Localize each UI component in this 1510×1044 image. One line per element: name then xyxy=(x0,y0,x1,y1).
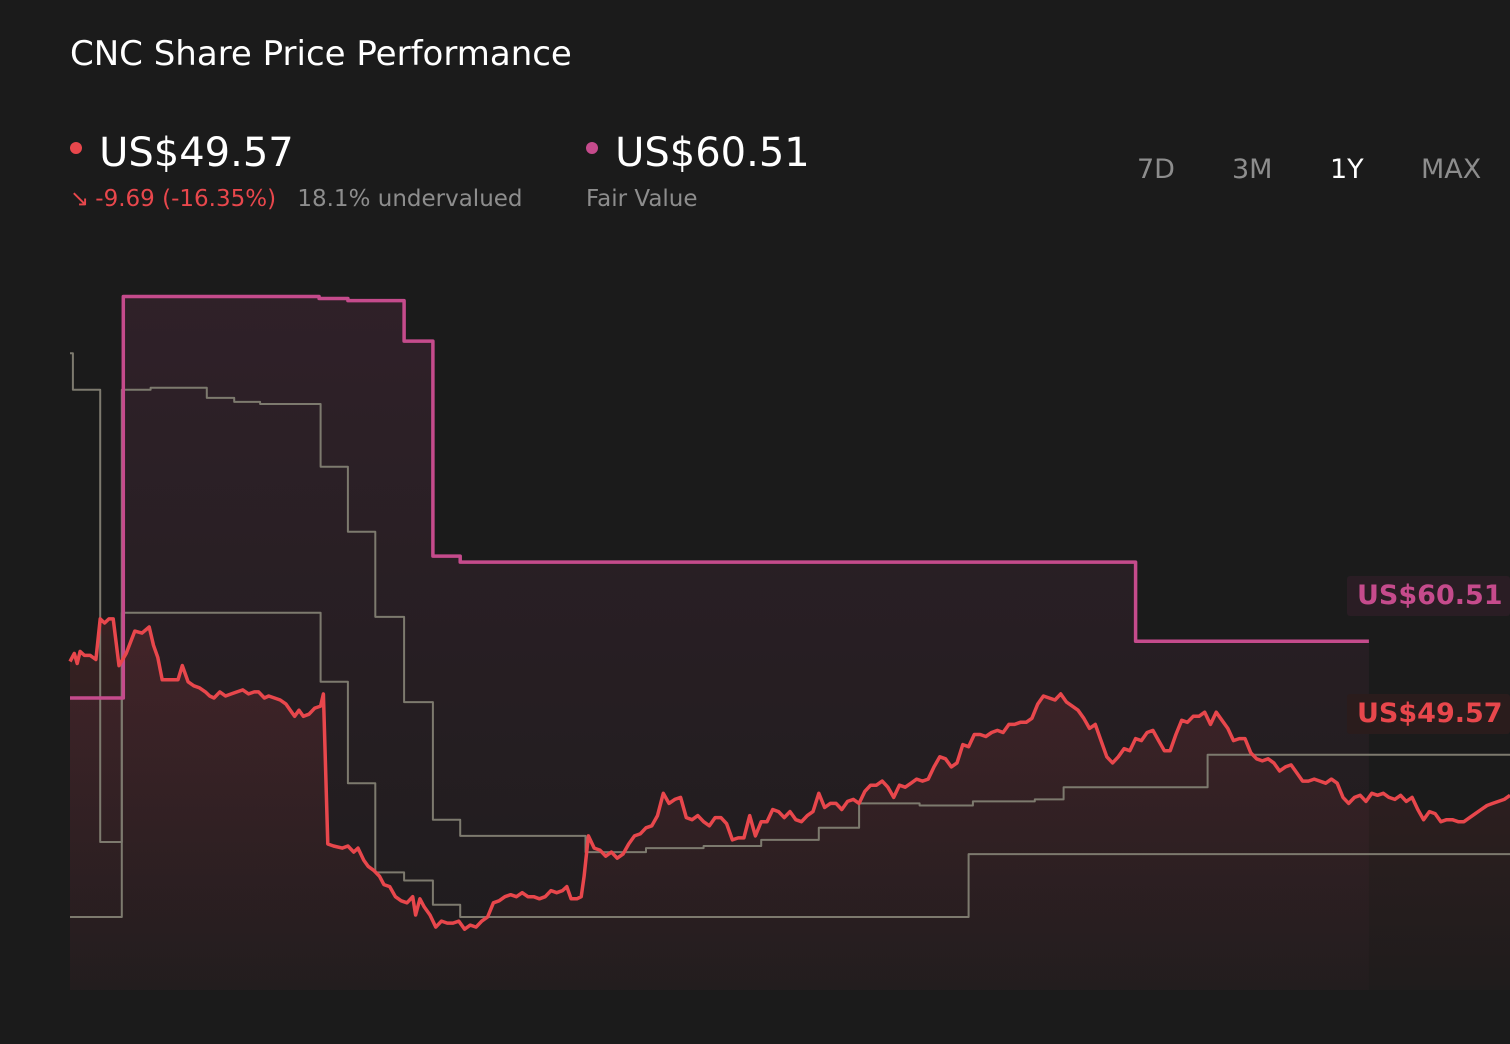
price-change-text: -9.69 (-16.35%) xyxy=(95,186,277,212)
fair-value-line xyxy=(70,294,1369,700)
price-area xyxy=(70,618,1510,990)
tab-1y[interactable]: 1Y xyxy=(1330,154,1364,185)
fair-value-dot xyxy=(586,142,598,154)
range-band-line-0 xyxy=(70,352,1510,854)
tab-3m[interactable]: 3M xyxy=(1232,154,1273,185)
price-line xyxy=(68,617,1510,931)
price-value: US$49.57 xyxy=(99,130,294,176)
fair-value-end-label: US$60.51 xyxy=(1347,576,1510,616)
chart-title: CNC Share Price Performance xyxy=(70,34,572,74)
fair-value-value: US$60.51 xyxy=(615,130,810,176)
tab-7d[interactable]: 7D xyxy=(1137,154,1175,185)
fair-value-legend: US$60.51 Fair Value xyxy=(586,130,810,212)
price-end-label: US$49.57 xyxy=(1347,694,1510,734)
fair-value-label: Fair Value xyxy=(586,186,698,212)
range-tabs: 7D 3M 1Y MAX xyxy=(1120,154,1510,190)
arrow-down-right-icon: ↘ xyxy=(70,186,90,212)
price-dot xyxy=(70,142,82,154)
price-change: ↘ -9.69 (-16.35%) xyxy=(70,186,276,212)
range-band-line-1 xyxy=(70,611,1510,918)
tab-max[interactable]: MAX xyxy=(1421,154,1482,185)
price-legend: US$49.57 ↘ -9.69 (-16.35%) 18.1% underval… xyxy=(70,130,523,212)
valuation-text: 18.1% undervalued xyxy=(297,186,523,212)
